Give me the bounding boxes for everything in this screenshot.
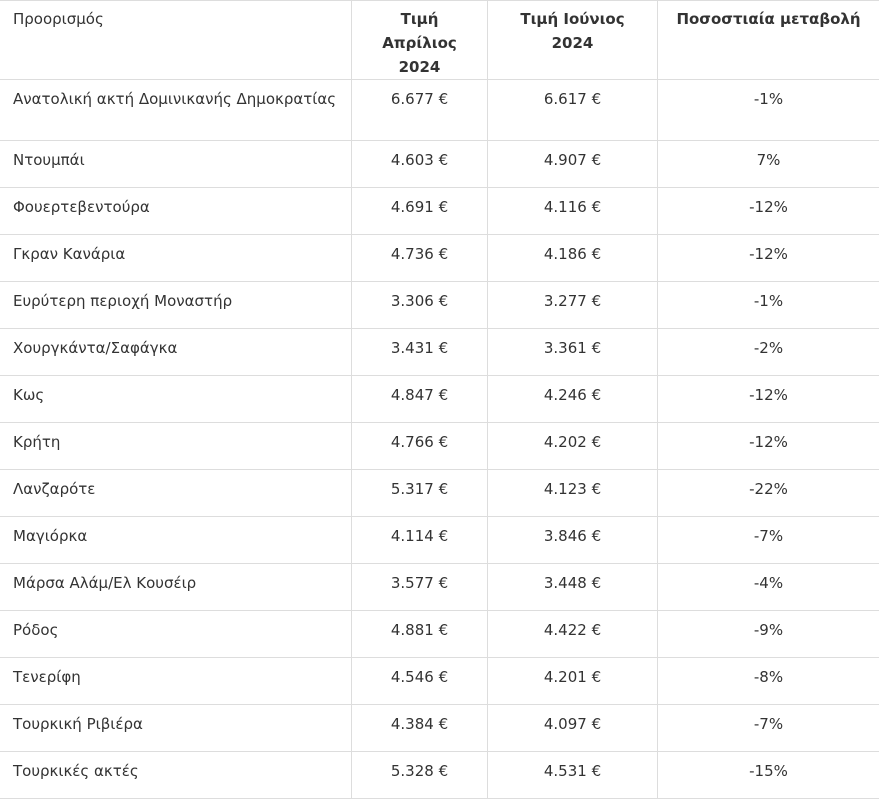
cell-percent-change: -4% [658,564,879,611]
cell-price-june: 4.202 € [488,423,658,470]
header-price-april-2024: Τιμή Απρίλιος 2024 [352,1,488,80]
header-destination: Προορισμός [0,1,352,80]
cell-percent-change: -7% [658,517,879,564]
cell-percent-change: -9% [658,611,879,658]
cell-price-june: 4.907 € [488,141,658,188]
cell-price-june: 3.361 € [488,329,658,376]
cell-price-june: 3.448 € [488,564,658,611]
cell-percent-change: -22% [658,470,879,517]
cell-price-april: 3.306 € [352,282,488,329]
cell-price-april: 4.736 € [352,235,488,282]
cell-price-june: 3.277 € [488,282,658,329]
cell-destination: Κρήτη [0,423,352,470]
cell-price-april: 4.603 € [352,141,488,188]
cell-price-april: 4.546 € [352,658,488,705]
cell-percent-change: 7% [658,141,879,188]
cell-price-june: 4.186 € [488,235,658,282]
table-row: Χουργκάντα/Σαφάγκα 3.431 € 3.361 € -2% [0,329,879,376]
cell-price-june: 4.201 € [488,658,658,705]
cell-destination: Ρόδος [0,611,352,658]
header-percent-change: Ποσοστιαία μεταβολή [658,1,879,80]
table-row: Τουρκική Ριβιέρα 4.384 € 4.097 € -7% [0,705,879,752]
cell-percent-change: -2% [658,329,879,376]
header-price-june-2024: Τιμή Ιούνιος 2024 [488,1,658,80]
cell-price-june: 4.097 € [488,705,658,752]
table-row: Μαγιόρκα 4.114 € 3.846 € -7% [0,517,879,564]
cell-percent-change: -1% [658,282,879,329]
cell-price-april: 5.328 € [352,752,488,799]
cell-price-june: 3.846 € [488,517,658,564]
cell-destination: Λανζαρότε [0,470,352,517]
cell-price-april: 3.577 € [352,564,488,611]
cell-price-april: 4.881 € [352,611,488,658]
cell-percent-change: -7% [658,705,879,752]
cell-price-april: 4.114 € [352,517,488,564]
table-row: Κως 4.847 € 4.246 € -12% [0,376,879,423]
table-row: Λανζαρότε 5.317 € 4.123 € -22% [0,470,879,517]
cell-price-april: 5.317 € [352,470,488,517]
table-row: Τουρκικές ακτές 5.328 € 4.531 € -15% [0,752,879,799]
cell-destination: Ανατολική ακτή Δομινικανής Δημοκρατίας [0,80,352,141]
table-row: Ανατολική ακτή Δομινικανής Δημοκρατίας 6… [0,80,879,141]
cell-destination: Τουρκική Ριβιέρα [0,705,352,752]
cell-destination: Ευρύτερη περιοχή Μοναστήρ [0,282,352,329]
table-row: Φουερτεβεντούρα 4.691 € 4.116 € -12% [0,188,879,235]
cell-destination: Τενερίφη [0,658,352,705]
cell-destination: Χουργκάντα/Σαφάγκα [0,329,352,376]
cell-price-april: 4.766 € [352,423,488,470]
cell-destination: Τουρκικές ακτές [0,752,352,799]
cell-price-june: 6.617 € [488,80,658,141]
table-row: Μάρσα Αλάμ/Ελ Κουσέιρ 3.577 € 3.448 € -4… [0,564,879,611]
cell-price-june: 4.246 € [488,376,658,423]
cell-destination: Μάρσα Αλάμ/Ελ Κουσέιρ [0,564,352,611]
cell-percent-change: -12% [658,376,879,423]
table-row: Ντουμπάι 4.603 € 4.907 € 7% [0,141,879,188]
cell-price-april: 4.847 € [352,376,488,423]
cell-price-june: 4.123 € [488,470,658,517]
table-row: Ευρύτερη περιοχή Μοναστήρ 3.306 € 3.277 … [0,282,879,329]
table-row: Κρήτη 4.766 € 4.202 € -12% [0,423,879,470]
cell-price-april: 4.384 € [352,705,488,752]
cell-price-april: 6.677 € [352,80,488,141]
table-row: Ρόδος 4.881 € 4.422 € -9% [0,611,879,658]
table-row: Τενερίφη 4.546 € 4.201 € -8% [0,658,879,705]
cell-price-june: 4.531 € [488,752,658,799]
cell-price-april: 3.431 € [352,329,488,376]
cell-percent-change: -15% [658,752,879,799]
cell-percent-change: -8% [658,658,879,705]
table-row: Γκραν Κανάρια 4.736 € 4.186 € -12% [0,235,879,282]
cell-destination: Κως [0,376,352,423]
cell-percent-change: -12% [658,235,879,282]
cell-percent-change: -1% [658,80,879,141]
cell-price-june: 4.422 € [488,611,658,658]
table-header-row: Προορισμός Τιμή Απρίλιος 2024 Τιμή Ιούνι… [0,1,879,80]
cell-destination: Φουερτεβεντούρα [0,188,352,235]
cell-percent-change: -12% [658,188,879,235]
cell-price-june: 4.116 € [488,188,658,235]
cell-destination: Μαγιόρκα [0,517,352,564]
cell-price-april: 4.691 € [352,188,488,235]
cell-destination: Ντουμπάι [0,141,352,188]
cell-percent-change: -12% [658,423,879,470]
cell-destination: Γκραν Κανάρια [0,235,352,282]
